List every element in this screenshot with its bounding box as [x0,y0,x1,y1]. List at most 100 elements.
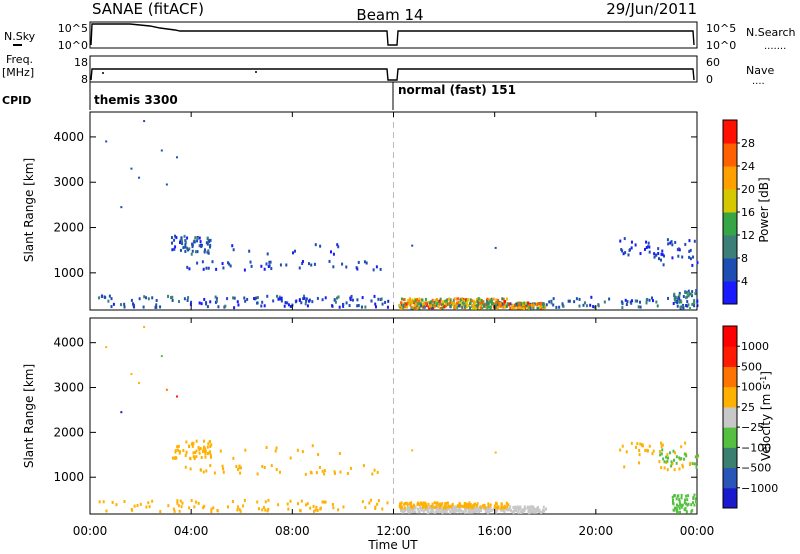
data-cell [144,296,147,300]
data-cell [170,241,173,245]
data-cell [411,298,414,302]
data-cell [356,304,359,308]
data-cell [487,505,490,509]
data-cell [337,245,340,249]
data-cell [387,299,390,303]
data-cell [402,508,405,512]
data-cell [379,267,382,271]
data-cell [256,301,259,305]
data-cell [460,509,463,513]
colorbar-segment [723,281,737,305]
data-cell [663,254,666,258]
data-cell [695,288,698,292]
data-cell [461,305,464,309]
data-cell [414,306,417,310]
data-cell [442,305,445,309]
nsky-tick-bottom: 10^0 [58,39,88,52]
freq-trace [90,68,695,81]
data-cell [542,304,545,308]
data-cell [471,508,474,512]
data-cell [678,248,681,252]
data-cell [524,301,527,305]
data-cell [479,505,482,509]
data-cell [376,470,379,474]
data-cell [674,240,677,244]
colorbar-segment [723,346,737,367]
data-cell [333,471,336,475]
data-cell [190,252,193,256]
data-cell [184,249,187,253]
colorbar-tick-label: −500 [741,462,771,475]
data-point [175,395,178,398]
nave-tick-bottom: 0 [706,73,713,86]
data-cell [376,502,379,506]
data-cell [476,306,479,310]
data-cell [492,297,495,301]
data-cell [473,306,476,310]
data-cell [200,455,203,459]
data-cell [236,508,239,512]
data-cell [404,304,407,308]
data-cell [338,451,341,455]
data-cell [184,245,187,249]
data-cell [477,297,480,301]
data-cell [232,296,235,300]
data-cell [267,498,270,502]
data-cell [403,298,406,302]
data-cell [133,305,136,309]
data-cell [490,302,493,306]
data-cell [682,295,685,299]
data-cell [202,506,205,510]
data-cell [676,304,679,308]
colorbar-segment [723,467,737,489]
power-y-axis: 1000 2000 3000 4000 [53,130,697,280]
data-cell [236,300,239,304]
data-cell [304,302,307,306]
data-cell [680,505,683,509]
data-cell [526,505,529,509]
data-cell [475,306,478,310]
x-tick-label: 00:00 [73,524,108,538]
data-cell [318,465,321,469]
data-cell [206,445,209,449]
data-cell [537,302,540,306]
data-cell [495,502,498,506]
data-cell [490,297,493,301]
data-cell [475,508,478,512]
data-cell [543,509,546,513]
data-cell [452,303,455,307]
data-cell [342,302,345,306]
nave-legend-dots: .... [752,76,765,87]
data-cell [193,457,196,461]
data-cell [401,506,404,510]
x-tick-label: 00:00 [680,524,715,538]
data-cell [412,503,415,507]
data-cell [439,297,442,301]
data-cell [493,505,496,509]
data-cell [274,449,277,453]
data-cell [511,510,514,514]
data-cell [448,507,451,511]
data-cell [209,453,212,457]
data-cell [659,453,662,457]
nsky-label: N.Sky [4,30,36,43]
data-cell [481,302,484,306]
data-cell [494,306,497,310]
data-cell [507,508,510,512]
data-cell [692,255,695,259]
data-cell [685,494,688,498]
data-cell [289,304,292,308]
power-data-marks [98,112,699,311]
data-cell [684,242,687,246]
data-cell [181,501,184,505]
data-cell [690,503,693,507]
data-cell [232,248,235,252]
data-cell [232,456,235,460]
data-cell [403,506,406,510]
data-cell [442,510,445,514]
data-cell [328,259,331,263]
data-cell [454,305,457,309]
data-cell [446,507,449,511]
data-cell [270,267,273,271]
data-cell [465,298,468,302]
